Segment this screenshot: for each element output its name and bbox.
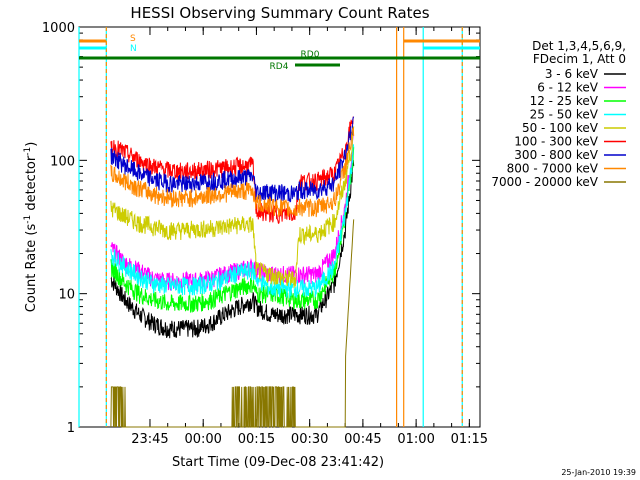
legend: Det 1,3,4,5,6,9,FDecim 1, Att 03 - 6 keV…: [491, 39, 626, 189]
axis-ticks: 1 10 100 1000 23:45 00:00 00:15 00:30 00:45 01:00…: [42, 21, 488, 447]
legend-header-line: FDecim 1, Att 0: [533, 52, 626, 66]
legend-entry-label: 50 - 100 keV: [522, 121, 599, 135]
legend-entry-label: 800 - 7000 keV: [507, 162, 599, 176]
series-line: [110, 144, 355, 299]
legend-entry-label: 300 - 800 keV: [514, 148, 598, 162]
y-axis-label: Count Rate (s-1 detector-1): [23, 142, 39, 313]
x-tick-label: 23:45: [131, 432, 168, 447]
x-tick-label: 00:45: [344, 432, 381, 447]
legend-entry-label: 6 - 12 keV: [537, 81, 599, 95]
x-tick-label: 00:00: [184, 432, 221, 447]
footer-timestamp: 25-Jan-2010 19:39: [561, 468, 636, 477]
legend-entry-label: 100 - 300 keV: [514, 135, 598, 149]
attenuator-markers: [78, 27, 463, 427]
series-line: [110, 127, 355, 218]
legend-entry-label: 3 - 6 keV: [545, 67, 599, 81]
x-tick-label: 00:15: [238, 432, 275, 447]
y-tick-label: 100: [50, 154, 75, 169]
series-line: [110, 219, 355, 428]
legend-header-line: Det 1,3,4,5,6,9,: [532, 39, 626, 53]
y-tick-label: 1000: [42, 21, 75, 36]
series-line: [110, 116, 355, 203]
y-tick-label: 1: [67, 421, 75, 436]
series-layer: [110, 116, 355, 428]
legend-entry-label: 12 - 25 keV: [530, 94, 599, 108]
night-label: N: [130, 44, 137, 54]
x-tick-label: 01:00: [397, 432, 434, 447]
rd0-label: RD0: [301, 50, 320, 60]
series-line: [110, 147, 355, 313]
mode-flags: SN RD0 RD4: [79, 34, 480, 72]
legend-entry-label: 7000 - 20000 keV: [491, 175, 598, 189]
x-tick-label: 01:15: [451, 432, 488, 447]
x-axis-label: Start Time (09-Dec-08 23:41:42): [172, 455, 384, 470]
legend-entry-label: 25 - 50 keV: [530, 108, 599, 122]
series-line: [110, 133, 355, 291]
rd4-label: RD4: [270, 62, 289, 72]
y-tick-label: 10: [58, 288, 75, 303]
x-tick-label: 00:30: [291, 432, 328, 447]
saa-label: S: [130, 34, 136, 44]
chart-title: HESSI Observing Summary Count Rates: [130, 4, 429, 22]
series-line: [110, 159, 355, 339]
series-line: [110, 126, 355, 289]
